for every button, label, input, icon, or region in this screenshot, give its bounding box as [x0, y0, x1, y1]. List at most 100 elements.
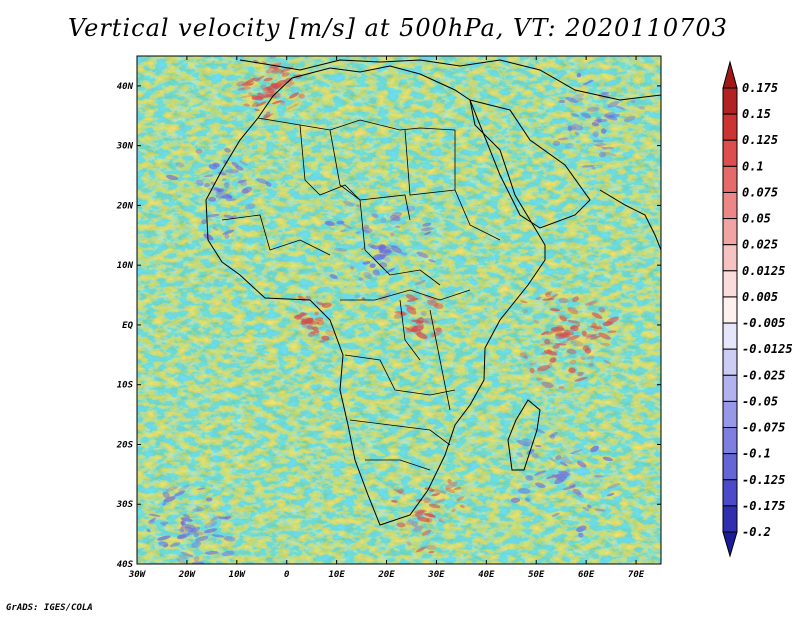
velocity-cell [630, 99, 636, 104]
chart-title: Vertical velocity [m/s] at 500hPa, VT: 2… [68, 14, 728, 42]
velocity-cell [417, 516, 430, 522]
lat-tick-label: 10S [117, 381, 134, 391]
velocity-cell [577, 532, 584, 538]
velocity-cell [515, 452, 524, 458]
velocity-cell [582, 334, 597, 338]
velocity-cell [438, 518, 444, 523]
velocity-cell [430, 332, 435, 338]
colorbar: 0.175 0.15 0.125 0.1 0.075 0.05 0.025 0.0125 0.0… [722, 60, 793, 558]
velocity-cell [333, 248, 348, 252]
europe-coast [239, 59, 661, 101]
lat-tick-label: 30N [116, 142, 134, 152]
velocity-cell [206, 213, 220, 218]
colorbar-swatch [722, 400, 738, 429]
velocity-cell [428, 259, 436, 263]
colorbar-swatch [722, 453, 738, 481]
velocity-cell [519, 352, 528, 359]
colorbar-label: -0.125 [742, 473, 785, 487]
colorbar-swatch [722, 244, 738, 272]
velocity-cell [163, 496, 176, 503]
velocity-cell [242, 188, 249, 194]
velocity-cell [424, 513, 434, 516]
velocity-cell [598, 307, 606, 313]
velocity-cell [201, 219, 208, 225]
velocity-cell [557, 314, 568, 320]
velocity-cell [576, 97, 584, 102]
map-frame [136, 55, 662, 565]
velocity-cell [223, 536, 236, 542]
velocity-cell [318, 340, 326, 343]
velocity-cell [287, 102, 300, 110]
colorbar-label: -0.1 [742, 447, 771, 461]
velocity-cell [517, 439, 531, 447]
velocity-cell [222, 178, 227, 182]
velocity-cell [602, 146, 614, 150]
velocity-cell [260, 84, 268, 90]
velocity-cell [285, 81, 295, 88]
velocity-cell [603, 151, 617, 157]
velocity-cell [184, 526, 194, 533]
colorbar-label: -0.025 [742, 368, 785, 382]
velocity-cell [600, 128, 607, 134]
velocity-cell [179, 526, 185, 533]
velocity-cell [411, 511, 423, 517]
velocity-cell [433, 303, 444, 309]
velocity-cell [434, 498, 446, 504]
velocity-cell [224, 233, 230, 239]
velocity-cell [522, 438, 535, 445]
velocity-cell [423, 294, 437, 301]
colorbar-label: 0.0125 [742, 264, 785, 278]
velocity-cell [544, 291, 551, 298]
velocity-cell [417, 317, 423, 321]
velocity-cell [363, 271, 373, 280]
velocity-cell [244, 77, 256, 85]
footer-credit: GrADS: IGES/COLA [6, 603, 93, 613]
velocity-cell [193, 532, 199, 538]
colorbar-swatch [722, 427, 738, 455]
velocity-cell [421, 310, 427, 317]
velocity-cell [372, 254, 386, 260]
velocity-cell [196, 487, 205, 491]
velocity-cell [533, 320, 540, 324]
velocity-cell [187, 527, 201, 535]
velocity-cell [244, 203, 256, 210]
velocity-cell [270, 83, 279, 90]
velocity-cell [269, 83, 278, 89]
velocity-cell [411, 521, 419, 528]
velocity-cell [240, 95, 253, 99]
velocity-cell [426, 299, 439, 307]
velocity-cell [162, 523, 167, 527]
velocity-cell [569, 126, 577, 131]
velocity-cell [535, 296, 542, 301]
velocity-cell [241, 80, 255, 87]
velocity-cell [589, 335, 601, 340]
velocity-cell [211, 534, 225, 538]
country-borders [221, 117, 501, 471]
velocity-cell [195, 148, 203, 154]
velocity-cell [533, 428, 545, 434]
velocity-cell [281, 72, 290, 77]
velocity-cell [594, 508, 606, 512]
colorbar-swatch [722, 191, 738, 220]
velocity-cell [178, 484, 190, 492]
velocity-cell [567, 307, 579, 315]
velocity-cell [416, 332, 428, 340]
velocity-cell [266, 86, 272, 91]
velocity-cell [558, 297, 569, 304]
velocity-cell [550, 326, 565, 332]
velocity-cell [240, 86, 252, 90]
map-axes: 30W 20W 10W 0 10E 20E 30E 40E 50E 60E 70E 40N 30N 20N… [116, 56, 661, 580]
velocity-cell [362, 261, 371, 265]
velocity-cell [558, 385, 565, 390]
velocity-cell [572, 488, 582, 495]
velocity-cell [423, 513, 436, 518]
velocity-cell [453, 487, 462, 491]
velocity-cell [541, 381, 554, 388]
velocity-cell [547, 349, 553, 354]
velocity-cell [329, 274, 338, 279]
velocity-cell [591, 166, 596, 170]
velocity-cell [586, 356, 595, 360]
velocity-cell [591, 312, 603, 319]
velocity-cell [606, 493, 615, 497]
